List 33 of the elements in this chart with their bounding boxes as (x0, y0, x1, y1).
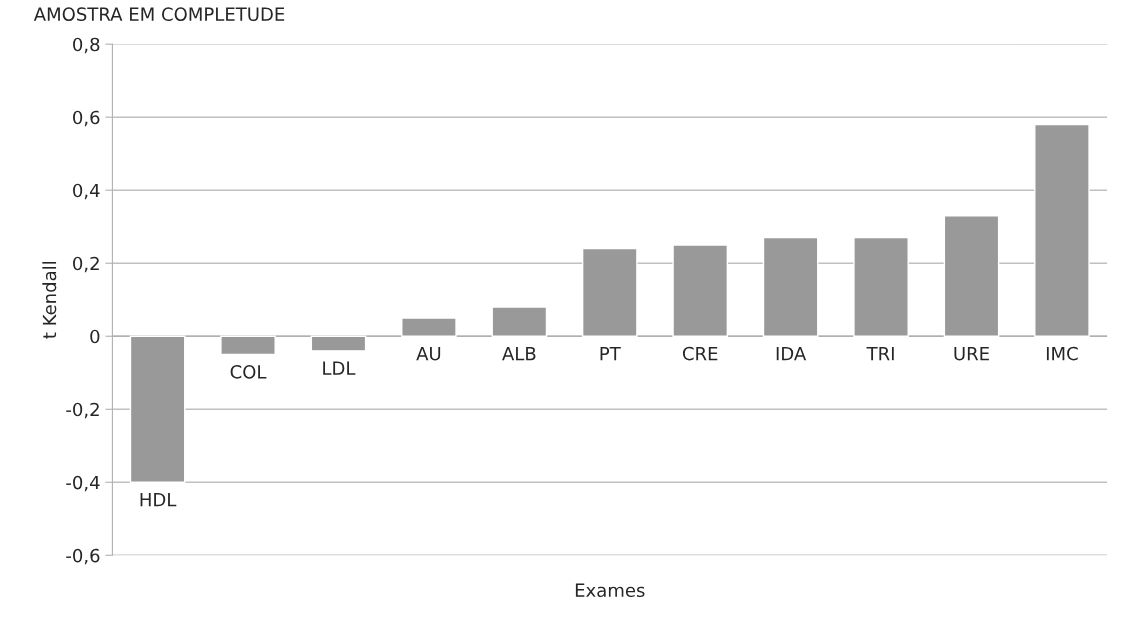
bar (672, 244, 729, 337)
bar (581, 247, 638, 337)
x-tick-label: CRE (682, 346, 718, 361)
y-tick-label: -0,6 (66, 548, 100, 565)
bar (762, 236, 819, 337)
y-tick-label: 0,6 (73, 110, 100, 127)
bar (853, 236, 909, 337)
x-tick-label: COL (230, 365, 267, 379)
x-tick-label: URE (954, 347, 989, 361)
x-tick-label: LDL (323, 361, 356, 375)
x-tick-label: IMC (1046, 346, 1078, 361)
y-tick-label: -0,4 (66, 475, 100, 492)
x-tick-label: ALB (502, 347, 536, 361)
bar (943, 215, 1000, 337)
y-tick-label: 0,8 (73, 37, 100, 54)
x-tick-label: TRI (866, 347, 894, 361)
y-tick-label: -0,2 (66, 402, 99, 419)
bar (129, 335, 186, 483)
bar (401, 317, 457, 337)
x-tick-label: AU (416, 347, 441, 361)
bar (220, 335, 276, 356)
y-tick-label: 0 (90, 329, 100, 344)
x-tick-label: HDL (140, 493, 177, 507)
y-tick-label: 0,2 (73, 256, 99, 273)
bar (310, 335, 367, 352)
x-tick-label: IDA (776, 347, 807, 361)
x-tick-label: PT (600, 347, 621, 361)
chart-title: AMOSTRA EM COMPLETUDE (33, 7, 285, 22)
bar (1034, 123, 1090, 337)
x-axis-title: Exames (575, 583, 645, 598)
y-axis-title: t Kendall (42, 261, 57, 339)
bar (491, 306, 548, 337)
y-tick-label: 0,4 (73, 183, 100, 200)
